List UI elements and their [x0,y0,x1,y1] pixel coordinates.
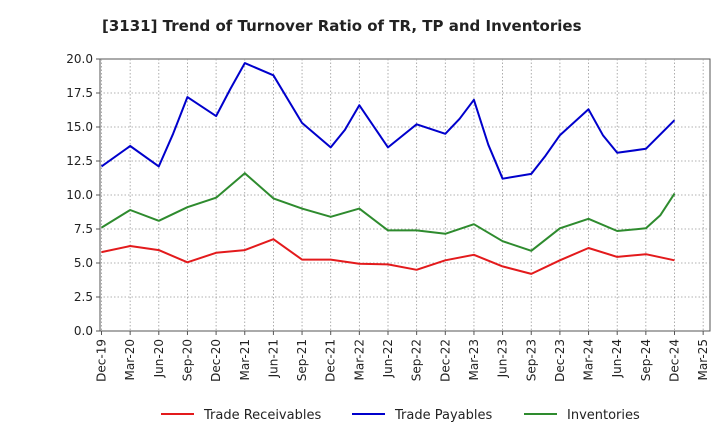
x-tick-label: Jun-20 [152,339,166,378]
x-tick-label: Mar-25 [696,339,710,380]
legend: Trade Receivables Trade Payables Inventori… [161,408,640,423]
x-tick-label: Mar-20 [123,339,137,380]
x-tick-label: Jun-24 [610,339,624,378]
x-tick-label: Sep-20 [180,339,194,381]
y-tick-label: 12.5 [66,154,93,168]
y-tick-label: 10.0 [66,188,93,202]
chart-title: [3131] Trend of Turnover Ratio of TR, TP… [102,17,582,35]
y-axis-ticks: 0.0 2.5 5.0 7.5 10.0 12.5 15.0 17.5 20.0 [66,52,100,338]
x-tick-label: Sep-21 [295,339,309,381]
x-tick-label: Mar-23 [467,339,481,380]
y-tick-label: 20.0 [66,52,93,66]
y-tick-label: 5.0 [74,256,93,270]
series-line [100,62,676,180]
grid-lines [100,59,710,331]
legend-label: Inventories [567,408,640,423]
x-axis-ticks: Dec-19 Mar-20 Jun-20 Sep-20 Dec-20 Mar-21 Jun-… [95,331,710,382]
x-tick-label: Sep-24 [639,339,653,381]
series-line [100,172,676,252]
legend-label: Trade Payables [394,408,492,423]
legend-label: Trade Receivables [203,408,321,423]
series-line [101,238,675,275]
x-tick-label: Mar-24 [582,339,596,380]
x-tick-label: Sep-23 [524,339,538,381]
y-tick-label: 7.5 [74,222,93,236]
x-tick-label: Jun-23 [496,339,510,378]
x-tick-label: Sep-22 [410,339,424,381]
y-tick-label: 2.5 [74,290,93,304]
x-tick-label: Dec-20 [209,339,223,382]
x-tick-label: Dec-22 [438,339,452,382]
x-tick-label: Dec-19 [95,339,109,382]
series-lines [100,62,676,275]
x-tick-label: Dec-21 [324,339,338,382]
x-tick-label: Mar-21 [238,339,252,380]
x-tick-label: Jun-21 [266,339,280,378]
x-tick-label: Dec-24 [668,339,682,382]
y-tick-label: 15.0 [66,120,93,134]
x-tick-label: Jun-22 [381,339,395,378]
y-tick-label: 0.0 [74,324,93,338]
y-tick-label: 17.5 [66,86,93,100]
x-tick-label: Dec-23 [553,339,567,382]
x-tick-label: Mar-22 [352,339,366,380]
